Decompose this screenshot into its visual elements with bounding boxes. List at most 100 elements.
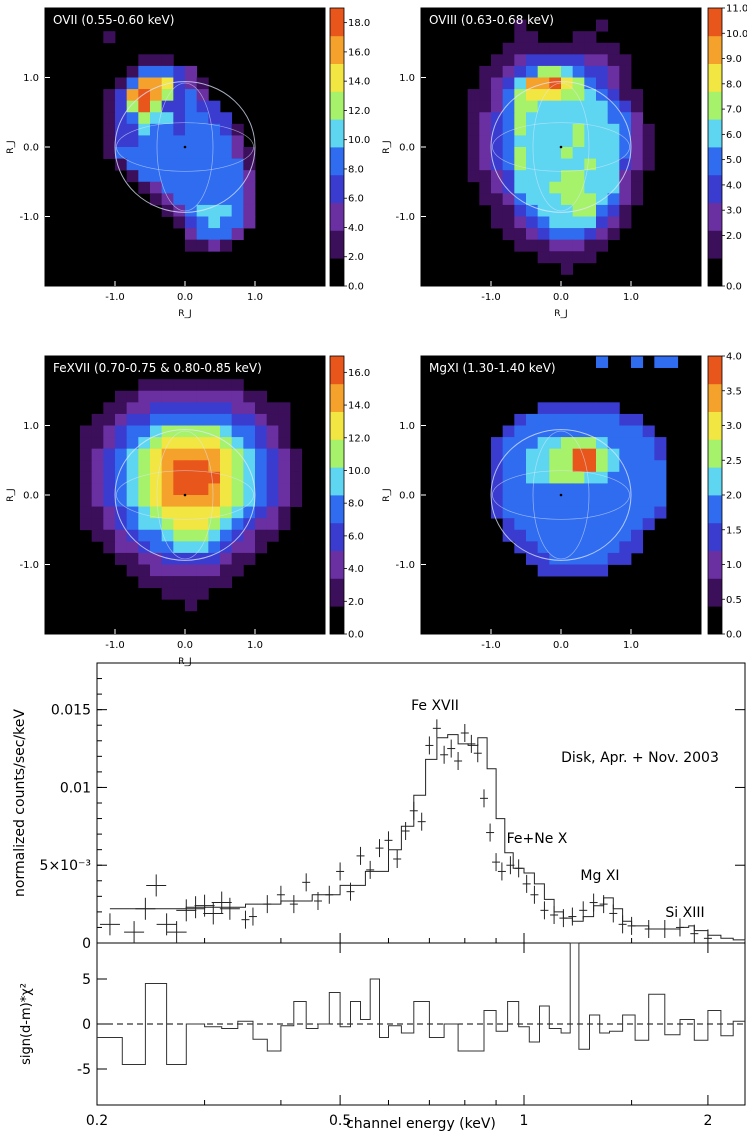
heatmap-cell: [243, 390, 256, 403]
heatmap-cell: [549, 181, 562, 194]
heatmap-cell: [173, 123, 186, 136]
heatmap-cell: [138, 552, 151, 565]
heatmap-cell: [103, 402, 116, 415]
heatmap-cell: [208, 204, 221, 217]
colorbar-tick-label: 6.0: [348, 531, 364, 542]
heatmap-cell: [243, 437, 256, 450]
heatmap-cell: [196, 112, 209, 125]
heatmap-cell: [584, 147, 597, 159]
heatmap-cell: [150, 135, 163, 148]
colorbar-tick-label: 2.0: [348, 252, 364, 263]
colorbar-segment: [330, 439, 344, 468]
heatmap-cell: [561, 42, 574, 55]
heatmap-cell: [231, 228, 244, 241]
heatmap-cell: [526, 471, 539, 484]
colorbar-frame: [329, 7, 345, 287]
heatmap-cell: [631, 112, 644, 125]
heatmap-cell: [526, 181, 539, 194]
heatmap-cell: [80, 518, 93, 531]
heatmap-cell: [619, 541, 632, 554]
heatmap-cell: [196, 216, 209, 229]
heatmap-cell: [243, 471, 256, 484]
heatmap-cell: [115, 552, 128, 565]
colorbar-tick-label: 10.0: [348, 466, 370, 477]
heatmap-cell: [231, 135, 244, 148]
heatmap-cell: [103, 506, 116, 519]
heatmap-cell: [596, 112, 609, 125]
heatmap-cell: [572, 552, 585, 565]
heatmap-cell: [220, 460, 233, 473]
heatmap-cell: [526, 425, 539, 438]
heatmap-cell: [537, 193, 550, 206]
heatmap-cell: [572, 228, 585, 241]
heatmap-cell: [537, 437, 550, 450]
heatmap-cell: [584, 204, 597, 217]
heatmap-cell: [619, 495, 632, 507]
heatmap-cell: [208, 228, 221, 241]
heatmap-cell: [255, 529, 268, 542]
heatmap-cell: [502, 495, 515, 507]
heatmap-cell: [161, 100, 174, 113]
colorbar-tick-label: 1.5: [726, 525, 742, 536]
heatmap-cell: [631, 506, 644, 519]
heatmap-cell: [619, 193, 632, 206]
heatmap-cell: [255, 495, 268, 507]
x-tick-label: 1.0: [623, 292, 639, 303]
heatmap-cell: [596, 541, 609, 554]
heatmap-cell: [596, 529, 609, 542]
heatmap-cell: [196, 89, 209, 102]
heatmap-cell: [526, 448, 539, 461]
heatmap-cell: [173, 437, 186, 450]
heatmap-cell: [220, 216, 233, 229]
colorbar-segment: [330, 119, 344, 148]
heatmap-cell: [138, 483, 151, 496]
heatmap-cell: [173, 471, 186, 484]
heatmap-cell: [150, 54, 163, 67]
heatmap-cell: [537, 564, 550, 577]
colorbar-tick-label: 12.0: [348, 106, 370, 117]
heatmap-cell: [526, 495, 539, 507]
heatmap-cell: [502, 193, 515, 206]
heatmap-cell: [185, 460, 198, 473]
heatmap-cell: [196, 541, 209, 554]
heatmap-cell: [208, 518, 221, 531]
heatmap-cell: [584, 112, 597, 125]
heatmap-cell: [231, 483, 244, 496]
heatmap-cell: [607, 483, 620, 496]
colorbar-tick-label: 12.0: [348, 433, 370, 444]
heatmap-cell: [208, 379, 221, 392]
heatmap-cell: [607, 193, 620, 206]
heatmap-cell: [115, 529, 128, 542]
planet-disk-outline: [114, 429, 256, 561]
heatmap-cell: [150, 460, 163, 473]
heatmap-cell: [654, 460, 667, 473]
heatmap-cell: [502, 437, 515, 450]
heatmap-cell: [549, 402, 562, 415]
heatmap-cell: [138, 158, 151, 171]
heatmap-cell: [561, 89, 574, 102]
heatmap-cell: [255, 425, 268, 438]
heatmap-cell: [607, 135, 620, 148]
heatmap-cell: [607, 529, 620, 542]
heatmap-cell: [502, 518, 515, 531]
heatmap-cell: [196, 181, 209, 194]
heatmap-cell: [185, 437, 198, 450]
heatmap-cell: [115, 77, 128, 90]
heatmap-cell: [115, 390, 128, 403]
heatmap-cell: [115, 425, 128, 438]
heatmap-cell: [619, 204, 632, 217]
heatmap-cell: [631, 356, 644, 368]
heatmap-cell: [631, 483, 644, 496]
heatmap-cell: [596, 216, 609, 229]
heatmap-cell: [502, 112, 515, 125]
heatmap-cell: [208, 147, 221, 159]
heatmap-cell: [572, 460, 585, 473]
heatmap-cell: [596, 483, 609, 496]
heatmap-cell: [290, 471, 303, 484]
heatmap-cell: [185, 170, 198, 183]
heatmap-cell: [161, 587, 174, 600]
heatmap-cell: [596, 552, 609, 565]
heatmap-cell: [619, 112, 632, 125]
heatmap-cell: [596, 471, 609, 484]
heatmap-cell: [173, 448, 186, 461]
